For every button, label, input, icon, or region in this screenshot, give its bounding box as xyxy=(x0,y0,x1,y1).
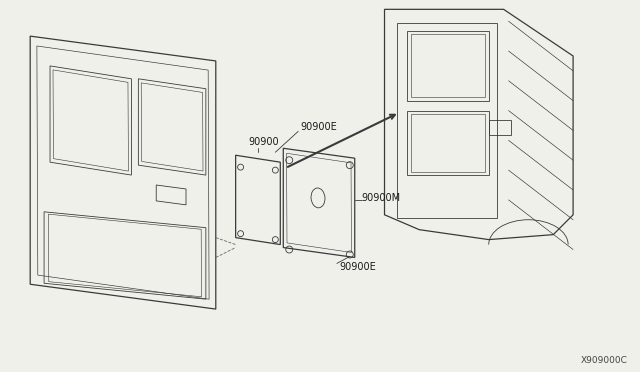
Text: 90900: 90900 xyxy=(248,137,279,147)
Text: 90900M: 90900M xyxy=(362,193,401,203)
Text: X909000C: X909000C xyxy=(581,356,628,365)
Text: 90900E: 90900E xyxy=(340,262,376,272)
Text: 90900E: 90900E xyxy=(300,122,337,132)
